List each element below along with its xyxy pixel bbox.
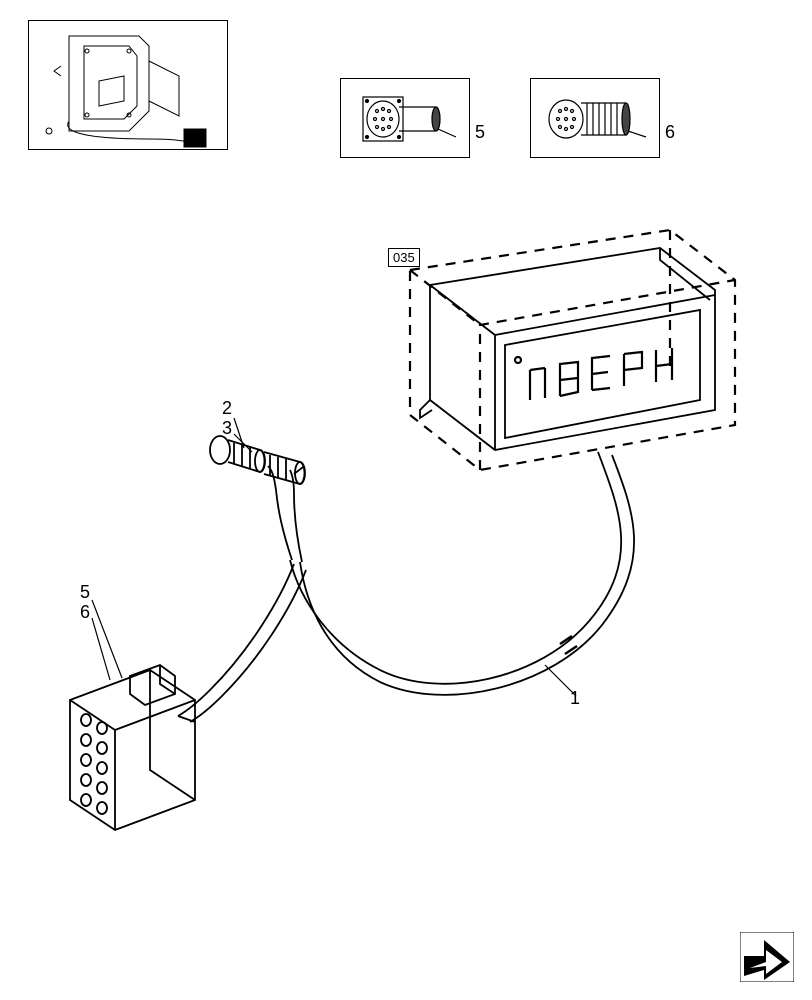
terminal-connector <box>70 665 195 830</box>
callout-leaders <box>92 418 576 696</box>
display-module <box>410 230 735 470</box>
main-diagram <box>0 0 812 1000</box>
diagram-canvas: 5 6 035 <box>0 0 812 1000</box>
callout-1: 1 <box>570 688 580 709</box>
wire-harness <box>178 452 634 722</box>
next-page-arrow[interactable] <box>740 932 794 982</box>
inline-connector <box>210 436 305 484</box>
arrow-right-icon <box>740 932 794 982</box>
callout-3: 3 <box>222 418 232 439</box>
callout-6: 6 <box>80 602 90 623</box>
callout-2: 2 <box>222 398 232 419</box>
callout-5: 5 <box>80 582 90 603</box>
